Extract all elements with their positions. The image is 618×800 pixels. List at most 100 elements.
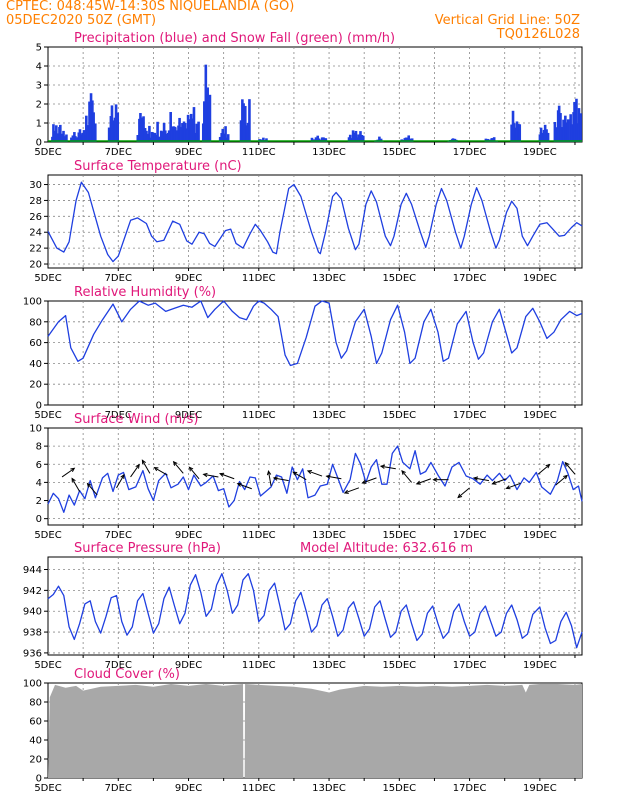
precip-bar	[492, 137, 496, 142]
precip-bar	[361, 135, 365, 142]
precip-bar	[246, 122, 250, 142]
rh-xtick-label: 13DEC	[312, 410, 346, 421]
wind-arrow-head	[202, 472, 208, 478]
rh-ytick-label: 80	[29, 317, 42, 328]
precip-bar	[357, 134, 360, 142]
precip-bar	[92, 112, 95, 142]
precip-bar	[143, 128, 147, 142]
wind-arrow-head	[86, 482, 92, 488]
precip-bar	[575, 98, 578, 142]
rh-xtick-label: 15DEC	[382, 410, 416, 421]
cloud-xtick-label: 9DEC	[175, 783, 202, 794]
precip-bar	[360, 134, 364, 142]
pres-ytick-label: 936	[23, 648, 42, 659]
wind-arrow-head	[472, 476, 479, 481]
cloud-ytick-label: 60	[29, 717, 42, 728]
header-station: CPTEC: 048:45W-14:30S NIQUELANDIA (GO)	[6, 0, 295, 14]
precip-bar	[310, 137, 314, 142]
precip-bar	[89, 93, 93, 142]
temp-ytick-label: 24	[29, 228, 42, 239]
temp-xtick-label: 11DEC	[242, 273, 276, 284]
cloud-xtick-label: 7DEC	[105, 783, 132, 794]
precip-bar	[53, 130, 56, 142]
precip-bar	[569, 114, 572, 142]
precip-bar	[186, 114, 190, 142]
precip-bar	[181, 123, 184, 142]
precip-bar	[175, 130, 179, 142]
wind-arrow-head	[457, 493, 463, 499]
precip-title: Precipitation (blue) and Snow Fall (gree…	[74, 31, 395, 46]
precip-bar	[570, 124, 574, 142]
rh-xtick-label: 7DEC	[105, 410, 132, 421]
cloud-xtick-label: 13DEC	[312, 783, 346, 794]
pres-xtick-label: 13DEC	[312, 660, 346, 671]
precip-bar	[242, 103, 245, 142]
precip-bar	[169, 111, 172, 142]
precip-bar	[359, 131, 362, 142]
precip-bar	[224, 126, 227, 142]
rh-xtick-label: 17DEC	[453, 410, 487, 421]
precip-bar	[218, 136, 222, 142]
wind-arrow-head	[505, 485, 511, 490]
wind-arrow-head	[70, 467, 76, 473]
wind-arrow-shaft	[237, 483, 252, 490]
precip-ytick-label: 0	[36, 138, 42, 149]
precip-bar	[354, 130, 358, 142]
wind-arrow-shaft	[326, 475, 342, 480]
wind-ytick-label: 6	[36, 460, 42, 471]
precip-bar	[189, 113, 193, 142]
wind-arrow-head	[153, 467, 159, 472]
wind-xtick-label: 17DEC	[453, 530, 487, 541]
pres-xtick-label: 19DEC	[523, 660, 557, 671]
temp-ytick-label: 20	[29, 260, 42, 271]
wind-arrow-shaft	[506, 482, 521, 489]
wind-arrow-head	[71, 477, 76, 483]
precip-bar	[404, 137, 408, 142]
pres-xtick-label: 7DEC	[105, 660, 132, 671]
cloud-xtick-label: 17DEC	[453, 783, 487, 794]
wind-arrow-shaft	[219, 473, 235, 480]
wind-arrow-head	[545, 463, 551, 469]
precip-bar	[573, 101, 576, 142]
wind-arrow-head	[564, 461, 570, 467]
pres-line	[47, 573, 583, 649]
cloud-ytick-label: 100	[23, 679, 42, 690]
precip-bar	[114, 104, 118, 142]
precip-bar	[206, 87, 209, 142]
precip-xtick-label: 5DEC	[34, 147, 61, 158]
precip-bar	[203, 101, 206, 142]
wind-xtick-label: 9DEC	[175, 530, 202, 541]
precip-bar	[579, 113, 582, 142]
temp-xtick-label: 19DEC	[523, 273, 557, 284]
precip-bar	[178, 117, 181, 142]
precip-bar	[70, 137, 73, 142]
rh-xtick-label: 5DEC	[34, 410, 61, 421]
precip-bar	[88, 101, 91, 142]
precip-bar	[146, 133, 150, 142]
precip-bar	[514, 127, 517, 142]
cloud-title: Cloud Cover (%)	[74, 667, 180, 682]
cloud-xtick-label: 15DEC	[382, 783, 416, 794]
temp-xtick-label: 7DEC	[105, 273, 132, 284]
precip-bar	[167, 130, 171, 142]
precip-bar	[566, 119, 570, 142]
precip-bar	[407, 135, 411, 142]
wind-arrow-head	[266, 470, 272, 476]
precip-bar	[63, 136, 66, 142]
precip-xtick-label: 17DEC	[453, 147, 487, 158]
wind-ytick-label: 0	[36, 514, 42, 525]
pres-ytick-label: 938	[23, 628, 42, 639]
precip-bar	[243, 106, 247, 142]
precip-bar	[577, 108, 581, 142]
precip-bar	[576, 123, 579, 142]
pres-title: Surface Pressure (hPa)	[74, 541, 221, 556]
precip-ytick-label: 4	[36, 62, 42, 73]
precip-bar	[222, 133, 226, 142]
precip-bar	[248, 99, 251, 142]
precip-bar	[491, 138, 494, 142]
precip-bar	[518, 124, 522, 142]
precip-bar	[86, 125, 89, 142]
temp-xtick-label: 9DEC	[175, 273, 202, 284]
precip-bar	[173, 126, 177, 142]
